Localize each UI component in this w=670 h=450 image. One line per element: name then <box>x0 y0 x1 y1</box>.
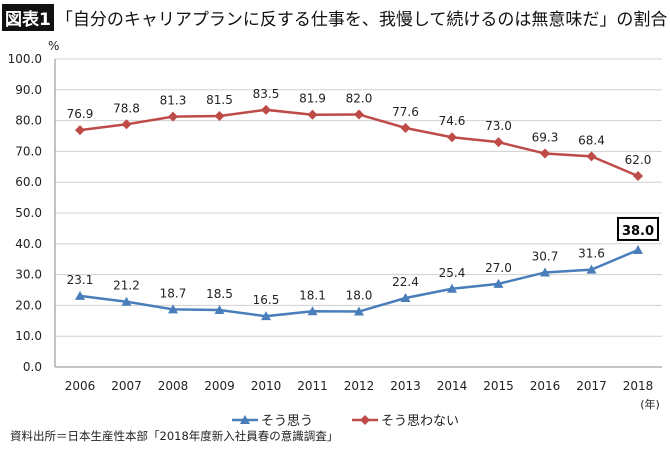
data-point-marker <box>633 244 643 254</box>
data-label: 77.6 <box>392 105 419 119</box>
data-label: 78.8 <box>113 101 140 115</box>
data-label: 69.3 <box>532 131 559 145</box>
data-point-marker <box>214 110 225 121</box>
data-point-marker <box>447 283 457 293</box>
data-point-marker <box>75 290 85 300</box>
data-label: 73.0 <box>485 119 512 133</box>
y-tick-label: 10.0 <box>15 329 42 343</box>
data-label: 25.4 <box>439 266 466 280</box>
data-point-marker <box>168 304 178 314</box>
x-tick-label: 2008 <box>158 379 189 393</box>
highlight-box <box>617 216 659 241</box>
x-tick-label: 2013 <box>390 379 421 393</box>
data-point-marker <box>447 132 457 143</box>
y-tick-label: 80.0 <box>15 114 42 128</box>
data-point-marker <box>540 148 550 159</box>
chart-title: 図表1 「自分のキャリアプランに反する仕事を、我慢して続けるのは無意味だ」の割合 <box>2 4 667 31</box>
y-tick-label: 50.0 <box>15 206 42 220</box>
y-tick-label: 100.0 <box>8 52 42 66</box>
x-tick-label: 2011 <box>297 379 328 393</box>
x-axis-unit: (年) <box>640 397 660 411</box>
data-point-marker <box>586 151 597 162</box>
data-point-marker <box>493 137 504 148</box>
legend-marker <box>360 415 370 425</box>
legend-label: そう思わない <box>381 414 459 429</box>
data-label: 30.7 <box>532 249 559 263</box>
y-tick-label: 30.0 <box>15 268 42 282</box>
data-point-marker <box>261 104 271 115</box>
x-tick-label: 2014 <box>437 379 468 393</box>
x-tick-label: 2017 <box>576 379 607 393</box>
data-point-marker <box>540 267 550 277</box>
data-point-marker <box>400 122 411 133</box>
legend-marker <box>240 415 250 424</box>
data-label: 74.6 <box>439 114 466 128</box>
data-point-marker <box>75 125 85 136</box>
y-tick-label: 20.0 <box>15 298 42 312</box>
data-label: 81.3 <box>160 94 187 108</box>
data-point-marker <box>633 171 643 182</box>
data-point-marker <box>354 109 364 120</box>
x-tick-label: 2009 <box>204 379 235 393</box>
data-label: 18.5 <box>206 287 233 301</box>
y-axis-unit: % <box>48 39 59 53</box>
data-label: 62.0 <box>625 153 652 167</box>
y-tick-label: 0.0 <box>23 360 42 374</box>
data-point-marker <box>168 111 178 122</box>
x-tick-label: 2015 <box>483 379 514 393</box>
data-label: 76.9 <box>67 107 94 121</box>
data-label: 83.5 <box>253 87 280 101</box>
data-label: 82.0 <box>346 91 373 105</box>
source-note: 資料出所＝日本生産性本部「2018年度新入社員春の意識調査」 <box>10 429 339 443</box>
figure-tag: 図表1 <box>2 4 54 31</box>
data-label: 27.0 <box>485 261 512 275</box>
data-label: 18.1 <box>299 288 326 302</box>
data-label: 16.5 <box>253 293 280 307</box>
data-point-marker <box>586 264 597 274</box>
data-label: 68.4 <box>578 133 605 147</box>
data-label: 22.4 <box>392 275 419 289</box>
data-point-marker <box>307 109 318 120</box>
x-tick-label: 2010 <box>251 379 282 393</box>
x-tick-label: 2007 <box>111 379 142 393</box>
title-text: 「自分のキャリアプランに反する仕事を、我慢して続けるのは無意味だ」の割合 <box>55 10 668 30</box>
data-point-marker <box>121 119 132 130</box>
data-point-marker <box>307 306 318 316</box>
legend-label: そう思う <box>261 414 313 429</box>
x-tick-label: 2018 <box>623 379 654 393</box>
data-point-marker <box>261 311 271 321</box>
data-label: 21.2 <box>113 279 140 293</box>
data-point-marker <box>400 293 411 303</box>
data-label: 31.6 <box>578 247 605 261</box>
data-point-marker <box>354 306 364 316</box>
data-label: 18.0 <box>346 289 373 303</box>
x-tick-label: 2006 <box>65 379 96 393</box>
data-point-marker <box>121 296 132 306</box>
x-tick-label: 2016 <box>530 379 561 393</box>
data-label: 81.9 <box>299 92 326 106</box>
data-label: 38.0 <box>622 224 654 239</box>
data-label: 23.1 <box>67 273 94 287</box>
data-label: 18.7 <box>160 286 187 300</box>
data-point-marker <box>493 278 504 288</box>
y-tick-label: 70.0 <box>15 144 42 158</box>
y-tick-label: 40.0 <box>15 237 42 251</box>
data-label: 81.5 <box>206 93 233 107</box>
x-tick-label: 2012 <box>344 379 375 393</box>
y-tick-label: 60.0 <box>15 175 42 189</box>
y-tick-label: 90.0 <box>15 83 42 97</box>
data-point-marker <box>214 305 225 315</box>
